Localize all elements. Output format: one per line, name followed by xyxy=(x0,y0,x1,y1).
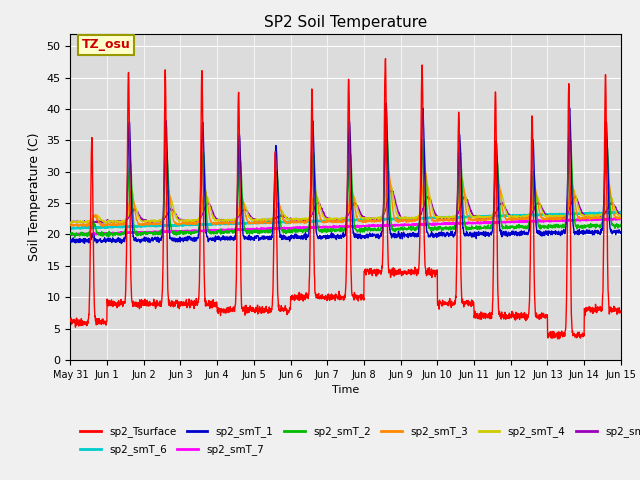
Y-axis label: Soil Temperature (C): Soil Temperature (C) xyxy=(28,132,41,261)
X-axis label: Time: Time xyxy=(332,385,359,395)
Title: SP2 Soil Temperature: SP2 Soil Temperature xyxy=(264,15,428,30)
Legend: sp2_smT_6, sp2_smT_7: sp2_smT_6, sp2_smT_7 xyxy=(76,440,268,459)
Text: TZ_osu: TZ_osu xyxy=(81,38,130,51)
